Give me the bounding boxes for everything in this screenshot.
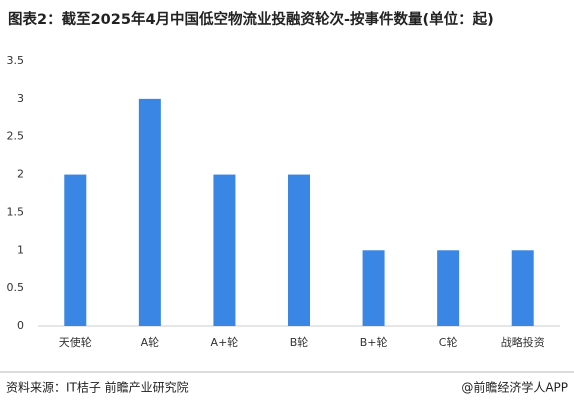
x-tick-label: B+轮: [360, 335, 388, 349]
y-tick-label: 1.5: [7, 205, 25, 218]
bar: [511, 250, 534, 326]
bar: [437, 250, 460, 326]
y-tick-label: 0.5: [7, 281, 25, 294]
bar: [213, 174, 236, 326]
x-tick-label: A+轮: [211, 335, 239, 349]
x-tick-label: 战略投资: [501, 335, 545, 349]
credit: @前瞻经济学人APP: [461, 380, 568, 395]
bar: [362, 250, 385, 326]
bar: [138, 98, 161, 326]
x-tick-label: B轮: [290, 335, 309, 349]
x-tick-label: A轮: [141, 335, 160, 349]
source: 资料来源：IT桔子 前瞻产业研究院: [6, 380, 189, 395]
bar: [288, 174, 310, 326]
bar: [64, 174, 87, 326]
y-tick-label: 3: [17, 92, 24, 105]
y-tick-label: 2.5: [7, 130, 25, 143]
y-tick-label: 3.5: [7, 54, 25, 67]
y-tick-label: 1: [17, 243, 24, 256]
x-tick-label: C轮: [439, 335, 458, 349]
chart-title: 图表2：截至2025年4月中国低空物流业投融资轮次-按事件数量(单位：起): [8, 10, 494, 28]
y-tick-label: 2: [17, 168, 24, 181]
y-tick-label: 0: [17, 319, 24, 332]
x-tick-label: 天使轮: [59, 335, 92, 349]
